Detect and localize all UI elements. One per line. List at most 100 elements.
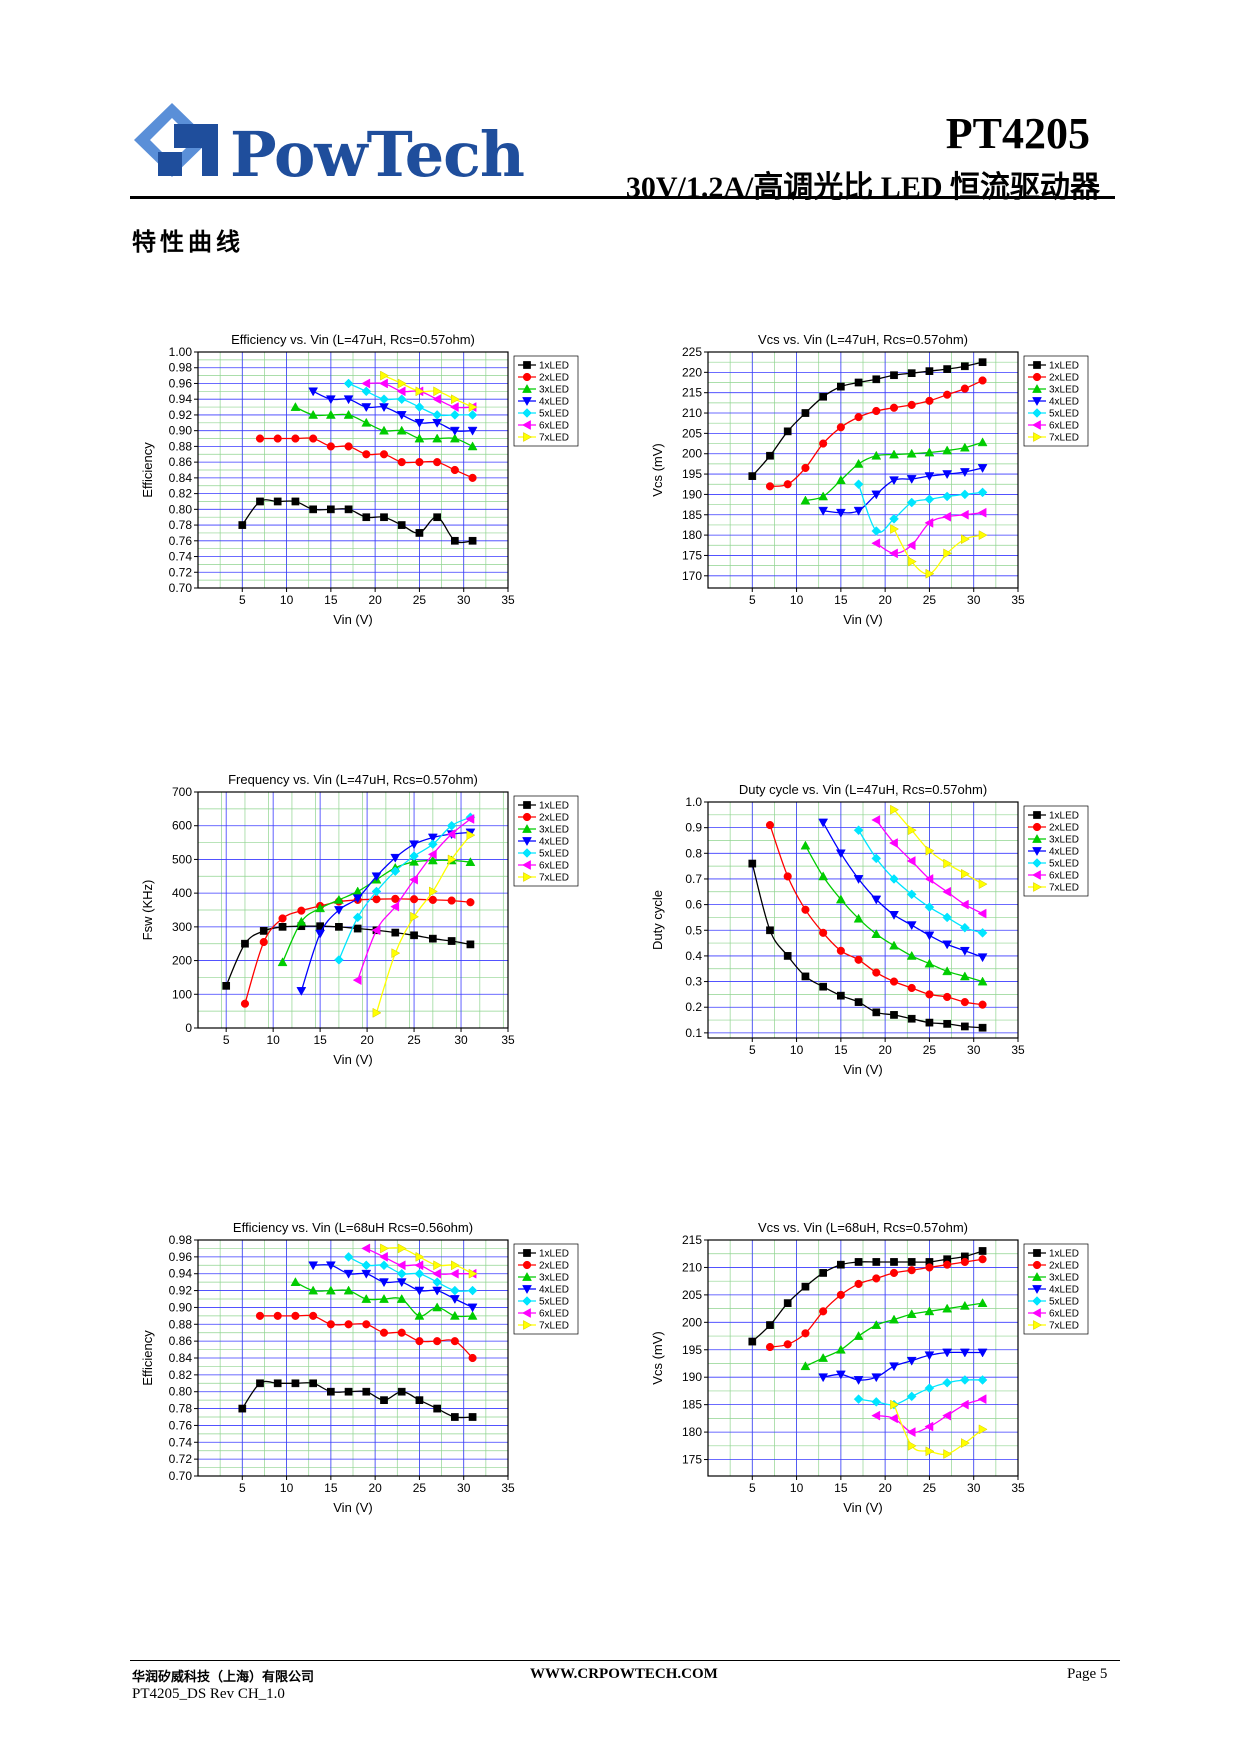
series-3xLED <box>800 437 988 505</box>
data-point <box>960 489 970 500</box>
y-tick-label: 100 <box>172 987 192 1001</box>
data-point <box>766 1321 774 1329</box>
y-tick-label: 0.86 <box>169 455 193 469</box>
y-tick-label: 0.3 <box>685 975 702 989</box>
series-3xLED <box>290 1277 478 1320</box>
data-point <box>449 1268 459 1279</box>
data-point <box>854 378 863 387</box>
data-point <box>801 972 810 981</box>
x-tick-label: 10 <box>266 1033 280 1047</box>
legend-swatch-marker <box>1033 1249 1041 1257</box>
series-line <box>313 1264 473 1308</box>
legend-label: 4xLED <box>539 397 569 408</box>
series-line <box>375 834 471 1014</box>
data-point <box>872 1008 881 1017</box>
y-tick-label: 210 <box>682 406 702 420</box>
data-point <box>465 814 475 824</box>
data-point <box>748 859 757 868</box>
data-point <box>352 894 363 904</box>
series-3xLED <box>800 1298 988 1371</box>
data-point <box>449 426 460 436</box>
data-point <box>433 1404 441 1413</box>
data-point <box>343 1252 354 1262</box>
data-point <box>943 1020 951 1028</box>
footer-divider <box>130 1660 1120 1661</box>
legend-swatch-marker <box>1032 372 1042 382</box>
series-6xLED <box>871 507 987 559</box>
data-point <box>343 395 354 405</box>
data-point <box>977 1348 988 1358</box>
legend-label: 7xLED <box>1049 433 1079 444</box>
data-point <box>240 999 250 1008</box>
c2-svg: 5 10 15 20 25 30 35 170 175 180 185 190 195 200 205 210… <box>650 332 1089 627</box>
x-tick-label: 15 <box>324 593 338 607</box>
data-point <box>343 1269 354 1279</box>
data-point <box>308 1261 319 1271</box>
data-point <box>273 434 282 443</box>
data-point <box>783 952 792 960</box>
legend-label: 4xLED <box>1049 847 1079 858</box>
data-point <box>449 1310 460 1320</box>
data-point <box>943 390 952 399</box>
c6-svg: 5 10 15 20 25 30 35 175 180 185 190 195 200 205 210 215… <box>650 1220 1089 1515</box>
data-point <box>837 382 845 391</box>
data-point <box>415 1396 424 1404</box>
plot-frame <box>707 801 1019 1039</box>
c3-svg: 5 10 15 20 25 30 35 0 100 200 300 400 500 600 700 Frequ… <box>140 772 579 1067</box>
series-4xLED <box>818 1348 988 1385</box>
y-tick-label: 0.5 <box>685 923 702 937</box>
data-point <box>819 1307 828 1316</box>
y-tick-label: 190 <box>682 1370 702 1384</box>
y-tick-label: 200 <box>682 1315 702 1329</box>
data-point <box>961 1022 969 1031</box>
data-point <box>427 839 438 850</box>
data-point <box>889 911 899 920</box>
data-point <box>396 425 407 435</box>
data-point <box>433 386 443 397</box>
series-4xLED <box>818 464 988 518</box>
data-point <box>925 1263 934 1272</box>
data-point <box>379 1293 389 1303</box>
data-point <box>344 1387 353 1396</box>
data-point <box>238 521 247 529</box>
data-point <box>960 1257 969 1267</box>
plot-frame <box>197 1239 509 1477</box>
data-point <box>959 442 970 452</box>
legend-label: 1xLED <box>1049 361 1079 372</box>
data-point <box>432 1302 443 1312</box>
series-line <box>823 467 983 514</box>
section-title: 特性曲线 <box>132 228 244 256</box>
y-tick-label: 205 <box>682 426 702 440</box>
data-point <box>943 1260 952 1269</box>
chart-frequency-47uh: 5 10 15 20 25 30 35 0 100 200 300 400 500 600 700 Frequ… <box>140 770 580 1090</box>
legend-label: 6xLED <box>1049 1309 1079 1320</box>
legend-label: 5xLED <box>1049 1297 1079 1308</box>
series-5xLED <box>343 1252 478 1296</box>
legend-label: 4xLED <box>539 1285 569 1296</box>
legend-swatch-marker <box>521 860 531 870</box>
data-point <box>819 928 828 937</box>
legend-swatch-marker <box>1033 1320 1043 1330</box>
legend-swatch-marker <box>1033 811 1041 819</box>
data-point <box>959 971 970 981</box>
data-point <box>960 1375 970 1385</box>
data-point <box>943 548 953 559</box>
data-point <box>222 982 231 990</box>
logo-mark-icon <box>134 103 218 177</box>
data-point <box>978 358 987 367</box>
x-tick-label: 10 <box>790 1043 804 1057</box>
legend-label: 3xLED <box>1049 1273 1079 1284</box>
data-point <box>410 931 418 940</box>
legend-label: 4xLED <box>539 837 569 848</box>
y-tick-label: 195 <box>682 467 702 481</box>
x-tick-label: 5 <box>749 593 756 607</box>
data-point <box>835 475 846 485</box>
data-point <box>467 1285 478 1296</box>
data-point <box>889 476 899 486</box>
data-point <box>390 853 401 863</box>
data-point <box>835 849 846 859</box>
data-point <box>977 976 988 986</box>
legend-label: 3xLED <box>539 825 569 836</box>
